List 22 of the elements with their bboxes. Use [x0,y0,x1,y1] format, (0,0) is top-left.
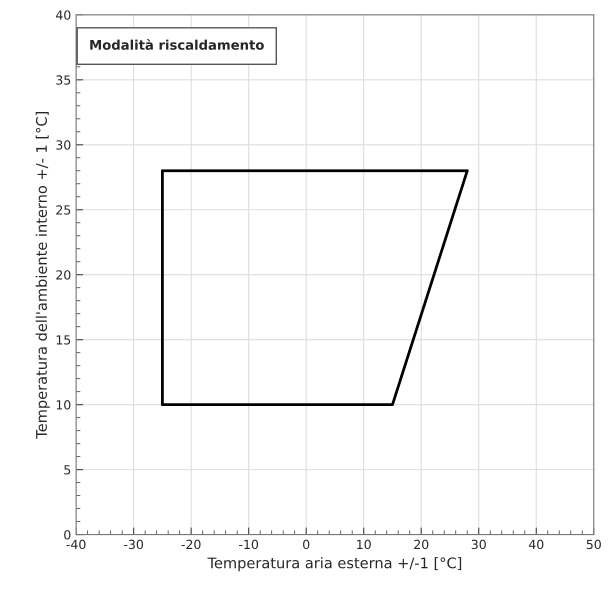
y-tick-label: 35 [56,75,70,85]
y-tick-label: 0 [64,530,70,540]
x-tick-label: -20 [182,540,201,550]
x-tick-label: 30 [472,540,486,550]
y-tick-label: 40 [56,10,70,20]
y-tick-label: 20 [56,270,70,280]
x-tick-label: -10 [239,540,258,550]
x-tick-label: 0 [303,540,310,550]
x-tick-label: 50 [586,540,601,550]
x-tick-label: 40 [528,540,544,550]
x-axis-title: Temperatura aria esterna +/-1 [°C] [207,557,462,572]
y-axis-title: Temperatura dell'ambiente interno +/- 1 [°C] [36,112,50,439]
x-tick-label: 10 [357,540,371,550]
x-tick-label: -40 [66,540,86,550]
y-tick-label: 30 [56,140,70,150]
y-tick-label: 25 [56,205,70,215]
y-tick-label: 10 [56,400,70,410]
y-tick-label: 5 [64,465,70,475]
x-tick-label: -30 [124,540,144,550]
x-tick-label: 20 [414,540,428,550]
annotation: Modalità riscaldamento [90,39,264,50]
y-tick-label: 15 [56,335,70,345]
